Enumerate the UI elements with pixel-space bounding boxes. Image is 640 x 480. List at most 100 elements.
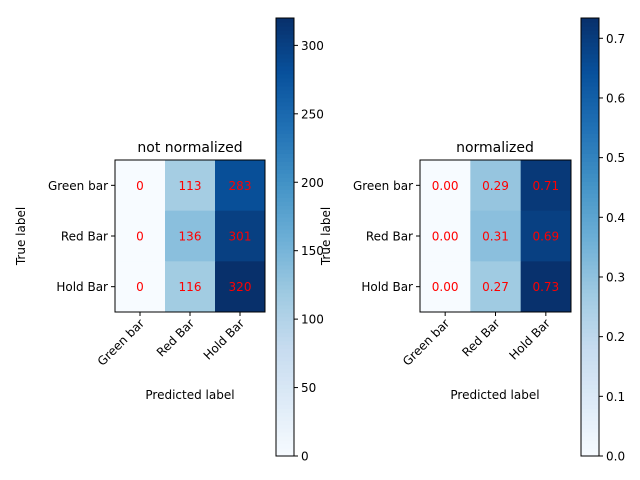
colorbar-segment (276, 225, 294, 230)
colorbar-segment (581, 296, 599, 302)
colorbar-segment (276, 18, 294, 23)
colorbar-segment (581, 436, 599, 441)
colorbar-segment (581, 244, 599, 250)
colorbar-segment (581, 89, 599, 95)
colorbar-segment (276, 217, 294, 222)
colorbar-segment (581, 264, 599, 270)
colorbar-segment (276, 81, 294, 87)
y-axis-label: True label (319, 207, 333, 266)
colorbar-segment (276, 360, 294, 366)
colorbar-segment (276, 45, 294, 51)
colorbar-segment (276, 101, 294, 107)
heatmap-cell (520, 261, 572, 313)
plot-frame (114, 159, 266, 313)
colorbar-segment (581, 248, 599, 254)
colorbar-segment (276, 69, 294, 75)
colorbar-segment (581, 368, 599, 373)
colorbar-tick-label: 0 (301, 450, 309, 464)
cell-value-label: 0.31 (482, 230, 509, 244)
heatmap-cell (115, 210, 166, 262)
colorbar-segment (581, 376, 599, 381)
heatmap-cells: 0.00 0.29 0.71 0.00 0.31 0.69 0.00 0.27 0.73 (420, 160, 572, 313)
colorbar-tick-label: 0.0 (606, 450, 625, 464)
heatmap-cell (115, 261, 166, 313)
cell-value-label: 0.69 (532, 230, 559, 244)
colorbar-segment (581, 420, 599, 425)
colorbar-segment (276, 161, 294, 166)
colorbar-segment (581, 181, 599, 186)
colorbar-segment (581, 145, 599, 150)
colorbar-segment (276, 404, 294, 409)
colorbar-segment (581, 288, 599, 294)
colorbar-segment (581, 252, 599, 258)
colorbar-segment (581, 340, 599, 346)
colorbar-segment (581, 41, 599, 47)
colorbar-segment (276, 201, 294, 206)
colorbar-segment (276, 77, 294, 83)
colorbar-segment (581, 280, 599, 286)
colorbar-segment (276, 416, 294, 421)
cell-value-label: 116 (179, 280, 202, 294)
colorbar-segment (276, 185, 294, 190)
heatmap-cell (520, 210, 572, 262)
colorbar-tick-label: 100 (301, 313, 324, 327)
colorbar-segment (276, 233, 294, 238)
colorbar-segment (276, 432, 294, 437)
colorbar-segment (276, 205, 294, 210)
heatmap-cells: 0 113 283 0 136 301 0 116 320 (115, 160, 266, 313)
heatmap-cell (165, 261, 216, 313)
colorbar-segment (276, 336, 294, 342)
colorbar-segment (276, 21, 294, 27)
cell-value-label: 0.29 (482, 179, 509, 193)
colorbar-segment (581, 233, 599, 238)
heatmap-cell (470, 261, 522, 313)
colorbar-segment (276, 452, 294, 457)
colorbar-segment (581, 85, 599, 91)
x-axis-label: Predicted label (145, 388, 234, 402)
colorbar-segment (581, 424, 599, 429)
colorbar-gradient (581, 18, 599, 457)
colorbar-segment (276, 436, 294, 441)
colorbar-segment (276, 117, 294, 123)
colorbar-tick-label: 0.6 (606, 91, 625, 105)
colorbar-segment (581, 61, 599, 67)
colorbar-segment (581, 364, 599, 369)
colorbar-segment (581, 133, 599, 139)
colorbar-segment (581, 304, 599, 310)
colorbar-segment (276, 392, 294, 397)
colorbar-segment (276, 296, 294, 302)
colorbar-tick-label: 150 (301, 244, 324, 258)
colorbar-segment (581, 153, 599, 158)
colorbar-segment (581, 205, 599, 210)
colorbar-segment (276, 372, 294, 377)
colorbar-segment (581, 332, 599, 338)
colorbar-segment (276, 276, 294, 282)
colorbar-segment (581, 45, 599, 51)
colorbar-segment (276, 332, 294, 338)
heatmap-cell (115, 160, 166, 212)
colorbar-segment (276, 105, 294, 111)
colorbar-segment (581, 225, 599, 230)
colorbar-segment (276, 53, 294, 59)
colorbar-segment (276, 109, 294, 115)
colorbar-tick-label: 300 (301, 39, 324, 53)
colorbar-segment (276, 29, 294, 35)
heatmap-cell (420, 210, 471, 262)
colorbar-segment (276, 121, 294, 127)
colorbar-segment (276, 197, 294, 202)
cell-value-label: 0 (136, 280, 144, 294)
colorbar-segment (276, 448, 294, 453)
colorbar-tick-label: 0.3 (606, 270, 625, 284)
colorbar-segment (276, 237, 294, 242)
colorbar-segment (581, 161, 599, 166)
colorbar-segment (581, 312, 599, 318)
colorbar-segment (276, 173, 294, 178)
colorbar-segment (276, 221, 294, 226)
colorbar-tick-label: 0.1 (606, 390, 625, 404)
colorbar-segment (581, 185, 599, 190)
colorbar-segment (581, 352, 599, 358)
colorbar-segment (276, 328, 294, 334)
colorbar-segment (581, 81, 599, 87)
colorbar-segment (276, 153, 294, 158)
colorbar-frame (580, 17, 600, 457)
